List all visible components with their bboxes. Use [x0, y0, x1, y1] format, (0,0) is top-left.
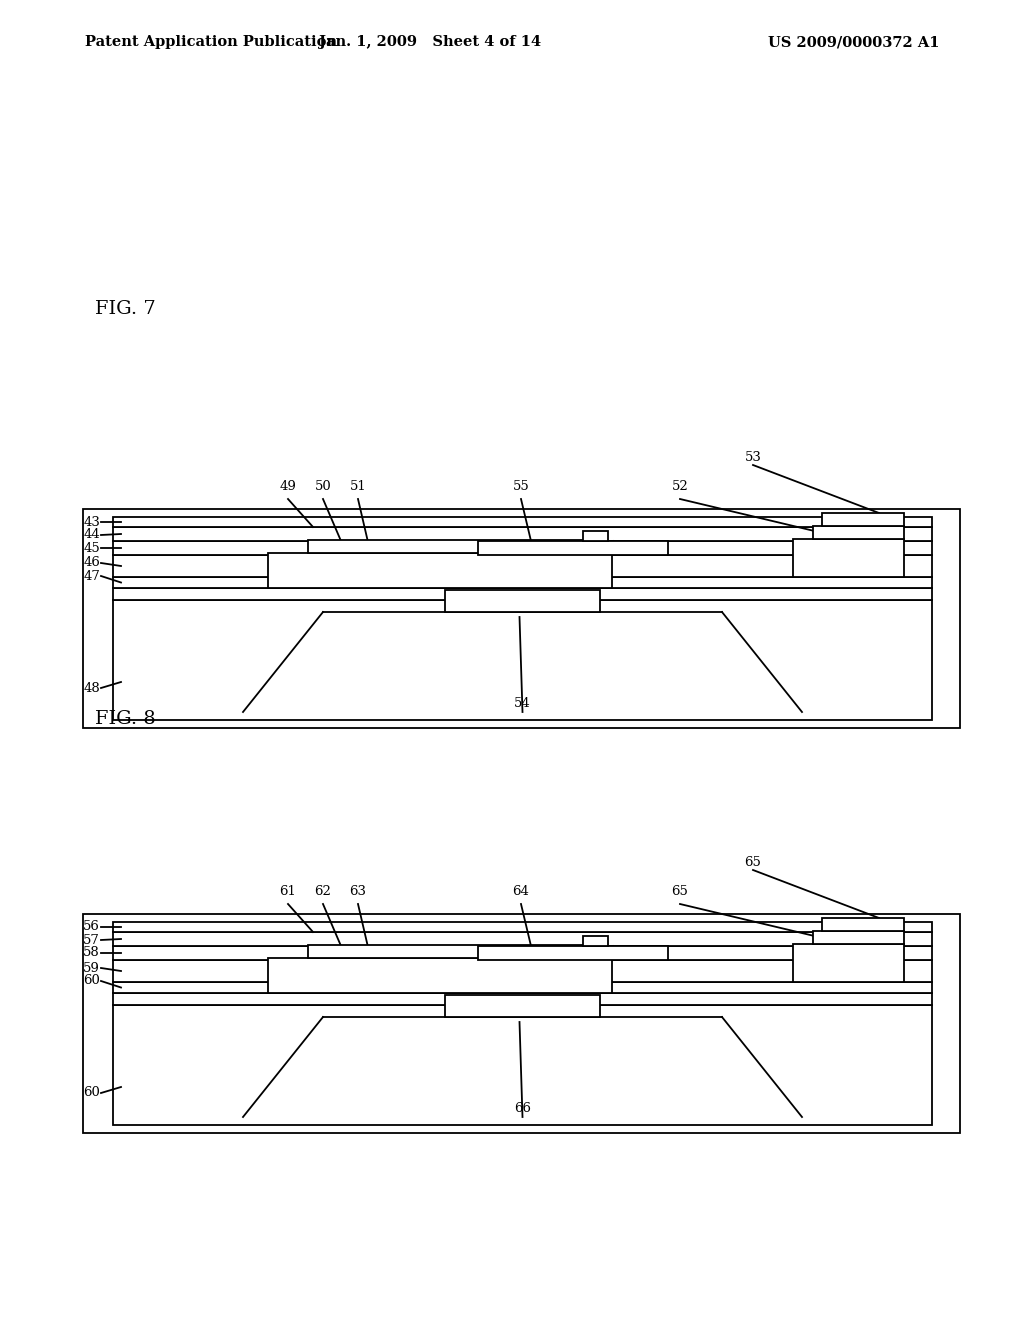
Bar	[83, 913, 961, 1133]
Text: 46: 46	[83, 557, 100, 569]
Text: 56: 56	[83, 920, 100, 933]
Text: 47: 47	[83, 569, 100, 582]
Text: 63: 63	[349, 884, 367, 898]
Text: 53: 53	[744, 451, 762, 465]
Bar	[445, 995, 600, 1016]
Bar	[793, 944, 904, 982]
Text: Jan. 1, 2009   Sheet 4 of 14: Jan. 1, 2009 Sheet 4 of 14	[318, 36, 541, 49]
Bar	[113, 601, 932, 719]
Bar	[113, 541, 932, 554]
Text: 50: 50	[314, 480, 332, 492]
Bar	[113, 554, 932, 577]
Bar	[822, 917, 904, 931]
Text: 65: 65	[672, 884, 688, 898]
Bar	[113, 946, 932, 960]
Bar	[268, 553, 612, 587]
Bar	[268, 958, 612, 993]
Text: 61: 61	[280, 884, 296, 898]
Bar	[308, 945, 592, 958]
Text: 49: 49	[280, 480, 296, 492]
Text: 60: 60	[83, 974, 100, 987]
Text: 66: 66	[514, 1102, 531, 1115]
Text: 45: 45	[83, 541, 100, 554]
Bar	[113, 1005, 932, 1125]
Bar	[478, 541, 668, 554]
Text: 43: 43	[83, 516, 100, 528]
Text: 58: 58	[83, 946, 100, 960]
Bar	[478, 946, 668, 960]
Bar	[83, 510, 961, 729]
Text: 62: 62	[314, 884, 332, 898]
Text: 65: 65	[744, 855, 762, 869]
Text: 60: 60	[83, 1086, 100, 1100]
Text: 52: 52	[672, 480, 688, 492]
Text: 51: 51	[349, 480, 367, 492]
Text: 64: 64	[513, 884, 529, 898]
Text: 54: 54	[514, 697, 530, 710]
Bar	[113, 921, 932, 932]
Text: FIG. 8: FIG. 8	[95, 710, 156, 729]
Bar	[793, 539, 904, 577]
Bar	[308, 540, 592, 553]
Bar	[583, 936, 608, 946]
Text: Patent Application Publication: Patent Application Publication	[85, 36, 337, 49]
Text: 44: 44	[83, 528, 100, 541]
Bar	[583, 531, 608, 541]
Bar	[813, 931, 904, 944]
Bar	[822, 513, 904, 525]
Text: 48: 48	[83, 681, 100, 694]
Bar	[113, 527, 932, 541]
Bar	[113, 960, 932, 982]
Text: 59: 59	[83, 961, 100, 974]
Bar	[113, 587, 932, 601]
Text: 55: 55	[513, 480, 529, 492]
Text: 57: 57	[83, 933, 100, 946]
Bar	[113, 932, 932, 946]
Bar	[113, 517, 932, 527]
Bar	[445, 590, 600, 612]
Bar	[113, 982, 932, 993]
Bar	[813, 525, 904, 539]
Bar	[113, 993, 932, 1005]
Text: FIG. 7: FIG. 7	[95, 300, 156, 318]
Text: US 2009/0000372 A1: US 2009/0000372 A1	[768, 36, 940, 49]
Bar	[113, 577, 932, 587]
